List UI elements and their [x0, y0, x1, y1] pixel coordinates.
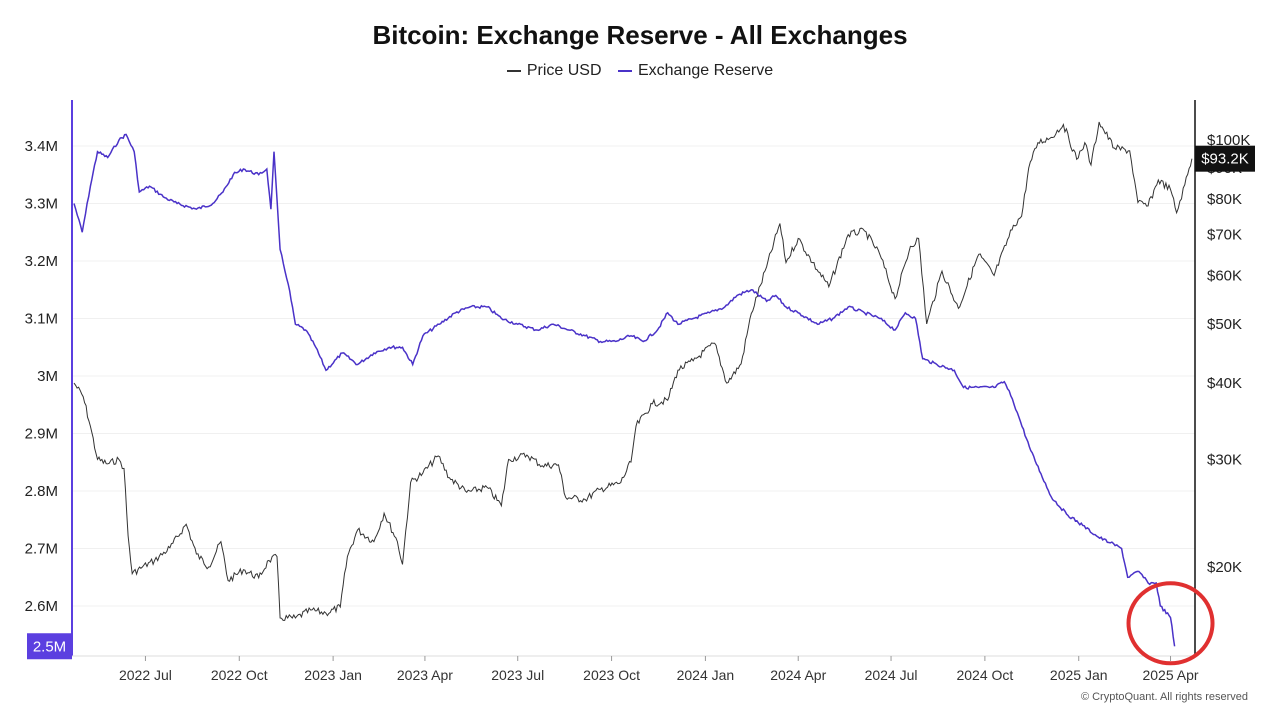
- annotations: [1126, 581, 1215, 666]
- right-axis-ticks: $100K$90K$80K$70K$60K$50K$40K$30K$20K: [1207, 132, 1250, 576]
- x-tick-label: 2023 Jul: [491, 667, 544, 683]
- left-tick-label: 3.3M: [25, 196, 58, 213]
- legend-label-price: Price USD: [526, 62, 602, 79]
- x-tick-label: 2022 Oct: [211, 667, 268, 683]
- x-tick-label: 2023 Jan: [304, 667, 362, 683]
- x-axis-ticks: 2022 Jul 2022 Oct 2023 Jan 2023 Apr 2023 Jul…: [119, 656, 1199, 683]
- legend-swatch-price: [506, 69, 521, 72]
- x-tick-label: 2023 Oct: [583, 667, 640, 683]
- legend-item-reserve[interactable]: Exchange Reserve: [617, 62, 774, 80]
- right-tick-label: $50K: [1207, 316, 1242, 333]
- x-tick-label: 2023 Apr: [397, 667, 453, 683]
- x-tick-label: 2025 Jan: [1050, 667, 1108, 683]
- axes: [71, 100, 1196, 657]
- left-tick-label: 2.9M: [25, 426, 58, 443]
- grid-lines: [72, 145, 1195, 607]
- x-tick-label: 2024 Jul: [865, 667, 918, 683]
- right-tick-label: $100K: [1207, 132, 1250, 149]
- left-tick-label: 2.6M: [25, 598, 58, 615]
- left-axis-ticks: 3.4M 3.3M 3.2M 3.1M 3M 2.9M 2.8M 2.7M 2.6M: [25, 138, 58, 615]
- right-tick-label: $70K: [1207, 227, 1242, 244]
- x-tick-label: 2022 Jul: [119, 667, 172, 683]
- x-tick-label: 2024 Oct: [956, 667, 1013, 683]
- series-line-price-usd[interactable]: [73, 121, 1193, 621]
- x-tick-label: 2024 Apr: [770, 667, 826, 683]
- legend-item-price[interactable]: Price USD: [506, 62, 602, 80]
- left-tick-label: 3.4M: [25, 138, 58, 155]
- left-tick-label: 3.2M: [25, 253, 58, 270]
- right-tick-label: $20K: [1207, 559, 1242, 576]
- legend: Price USD Exchange Reserve: [0, 62, 1280, 80]
- credit-text: © CryptoQuant. All rights reserved: [1080, 691, 1248, 703]
- current-reserve-label: 2.5M: [33, 638, 66, 655]
- legend-label-reserve: Exchange Reserve: [637, 62, 774, 79]
- right-tick-label: $30K: [1207, 451, 1242, 468]
- legend-swatch-reserve: [617, 69, 632, 72]
- current-reserve-badge: [27, 633, 72, 660]
- left-tick-label: 2.7M: [25, 541, 58, 558]
- right-tick-label: $80K: [1207, 191, 1242, 208]
- chart-title: Bitcoin: Exchange Reserve - All Exchange…: [372, 20, 908, 50]
- current-price-label: $93.2K: [1201, 151, 1249, 168]
- current-price-badge: [1195, 145, 1255, 172]
- annotation-circle: [1126, 581, 1215, 666]
- series-line-exchange-reserve[interactable]: [73, 133, 1176, 647]
- left-tick-label: 3M: [37, 368, 58, 385]
- left-tick-label: 3.1M: [25, 311, 58, 328]
- right-tick-label: $40K: [1207, 375, 1242, 392]
- x-tick-label: 2025 Apr: [1142, 667, 1198, 683]
- left-tick-label: 2.8M: [25, 483, 58, 500]
- x-tick-label: 2024 Jan: [677, 667, 735, 683]
- current-value-labels: 2.5M $93.2K: [27, 145, 1255, 660]
- right-tick-label: $60K: [1207, 268, 1242, 285]
